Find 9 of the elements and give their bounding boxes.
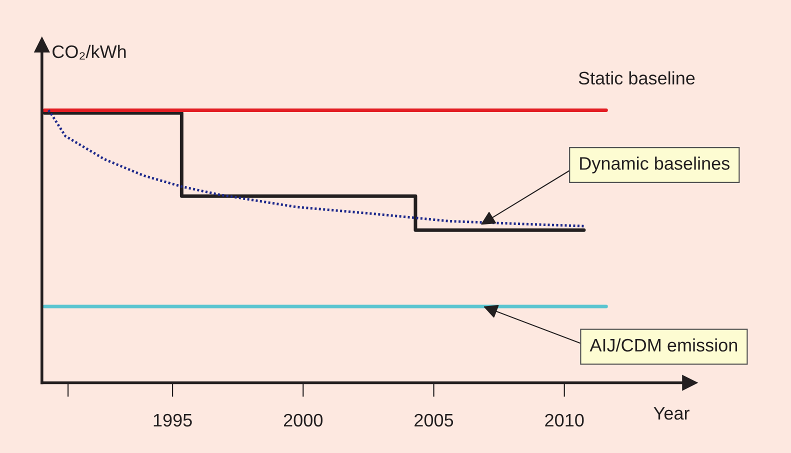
annotation: Static baseline — [578, 71, 695, 85]
x-axis-title: Year — [654, 407, 690, 420]
x-tick-label: 2000 — [284, 414, 323, 427]
x-tick-label: 2005 — [414, 414, 454, 427]
annotation: Dynamic baselines — [580, 156, 730, 174]
annotation: AIJ/CDM emission — [590, 338, 738, 352]
x-tick-label: 1995 — [154, 414, 192, 427]
y-axis-title: CO₂/kWh — [52, 44, 126, 60]
x-tick-label: 2010 — [545, 414, 584, 427]
